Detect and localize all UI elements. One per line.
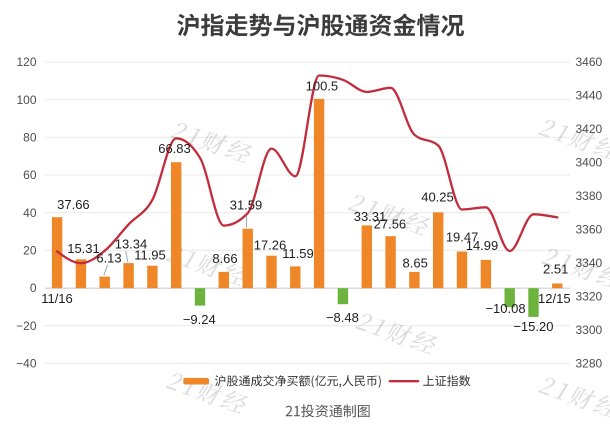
svg-text:3300: 3300 xyxy=(576,323,603,337)
svg-text:3420: 3420 xyxy=(576,122,603,136)
svg-text:27.56: 27.56 xyxy=(374,217,407,232)
svg-text:80: 80 xyxy=(23,131,37,145)
svg-text:100.5: 100.5 xyxy=(306,79,339,94)
svg-text:−40: −40 xyxy=(16,357,37,371)
svg-text:−10.08: −10.08 xyxy=(485,301,525,316)
svg-text:11/16: 11/16 xyxy=(41,291,73,306)
svg-text:3400: 3400 xyxy=(576,156,603,170)
svg-text:−8.48: −8.48 xyxy=(326,310,359,325)
svg-text:12/15: 12/15 xyxy=(538,291,571,306)
svg-text:3440: 3440 xyxy=(576,89,603,103)
svg-text:8.65: 8.65 xyxy=(403,256,428,271)
svg-text:0: 0 xyxy=(30,281,37,295)
svg-text:19.47: 19.47 xyxy=(446,230,479,245)
svg-text:3380: 3380 xyxy=(576,189,603,203)
svg-text:15.31: 15.31 xyxy=(67,241,100,256)
svg-text:60: 60 xyxy=(23,168,37,182)
svg-text:11.59: 11.59 xyxy=(282,246,314,261)
svg-text:−15.20: −15.20 xyxy=(513,319,553,334)
svg-text:40: 40 xyxy=(23,206,37,220)
svg-text:3340: 3340 xyxy=(576,256,603,270)
svg-text:−9.24: −9.24 xyxy=(183,312,216,327)
svg-text:8.66: 8.66 xyxy=(212,251,237,266)
svg-text:37.66: 37.66 xyxy=(57,197,90,212)
svg-text:17.26: 17.26 xyxy=(254,238,287,253)
svg-text:40.25: 40.25 xyxy=(421,190,454,205)
svg-text:14.99: 14.99 xyxy=(466,238,499,253)
svg-text:120: 120 xyxy=(16,55,36,69)
svg-text:31.59: 31.59 xyxy=(230,198,263,213)
svg-text:20: 20 xyxy=(23,244,37,258)
svg-text:−20: −20 xyxy=(16,319,37,333)
svg-text:33.31: 33.31 xyxy=(354,209,387,224)
svg-text:3280: 3280 xyxy=(576,357,603,371)
svg-text:6.13: 6.13 xyxy=(96,251,121,266)
svg-text:66.83: 66.83 xyxy=(158,141,191,156)
svg-text:11.95: 11.95 xyxy=(134,247,166,262)
svg-text:100: 100 xyxy=(16,93,36,107)
svg-text:2.51: 2.51 xyxy=(543,261,568,276)
svg-text:3320: 3320 xyxy=(576,290,603,304)
svg-text:13.34: 13.34 xyxy=(115,237,148,252)
svg-text:3460: 3460 xyxy=(576,55,603,69)
svg-text:3360: 3360 xyxy=(576,223,603,237)
